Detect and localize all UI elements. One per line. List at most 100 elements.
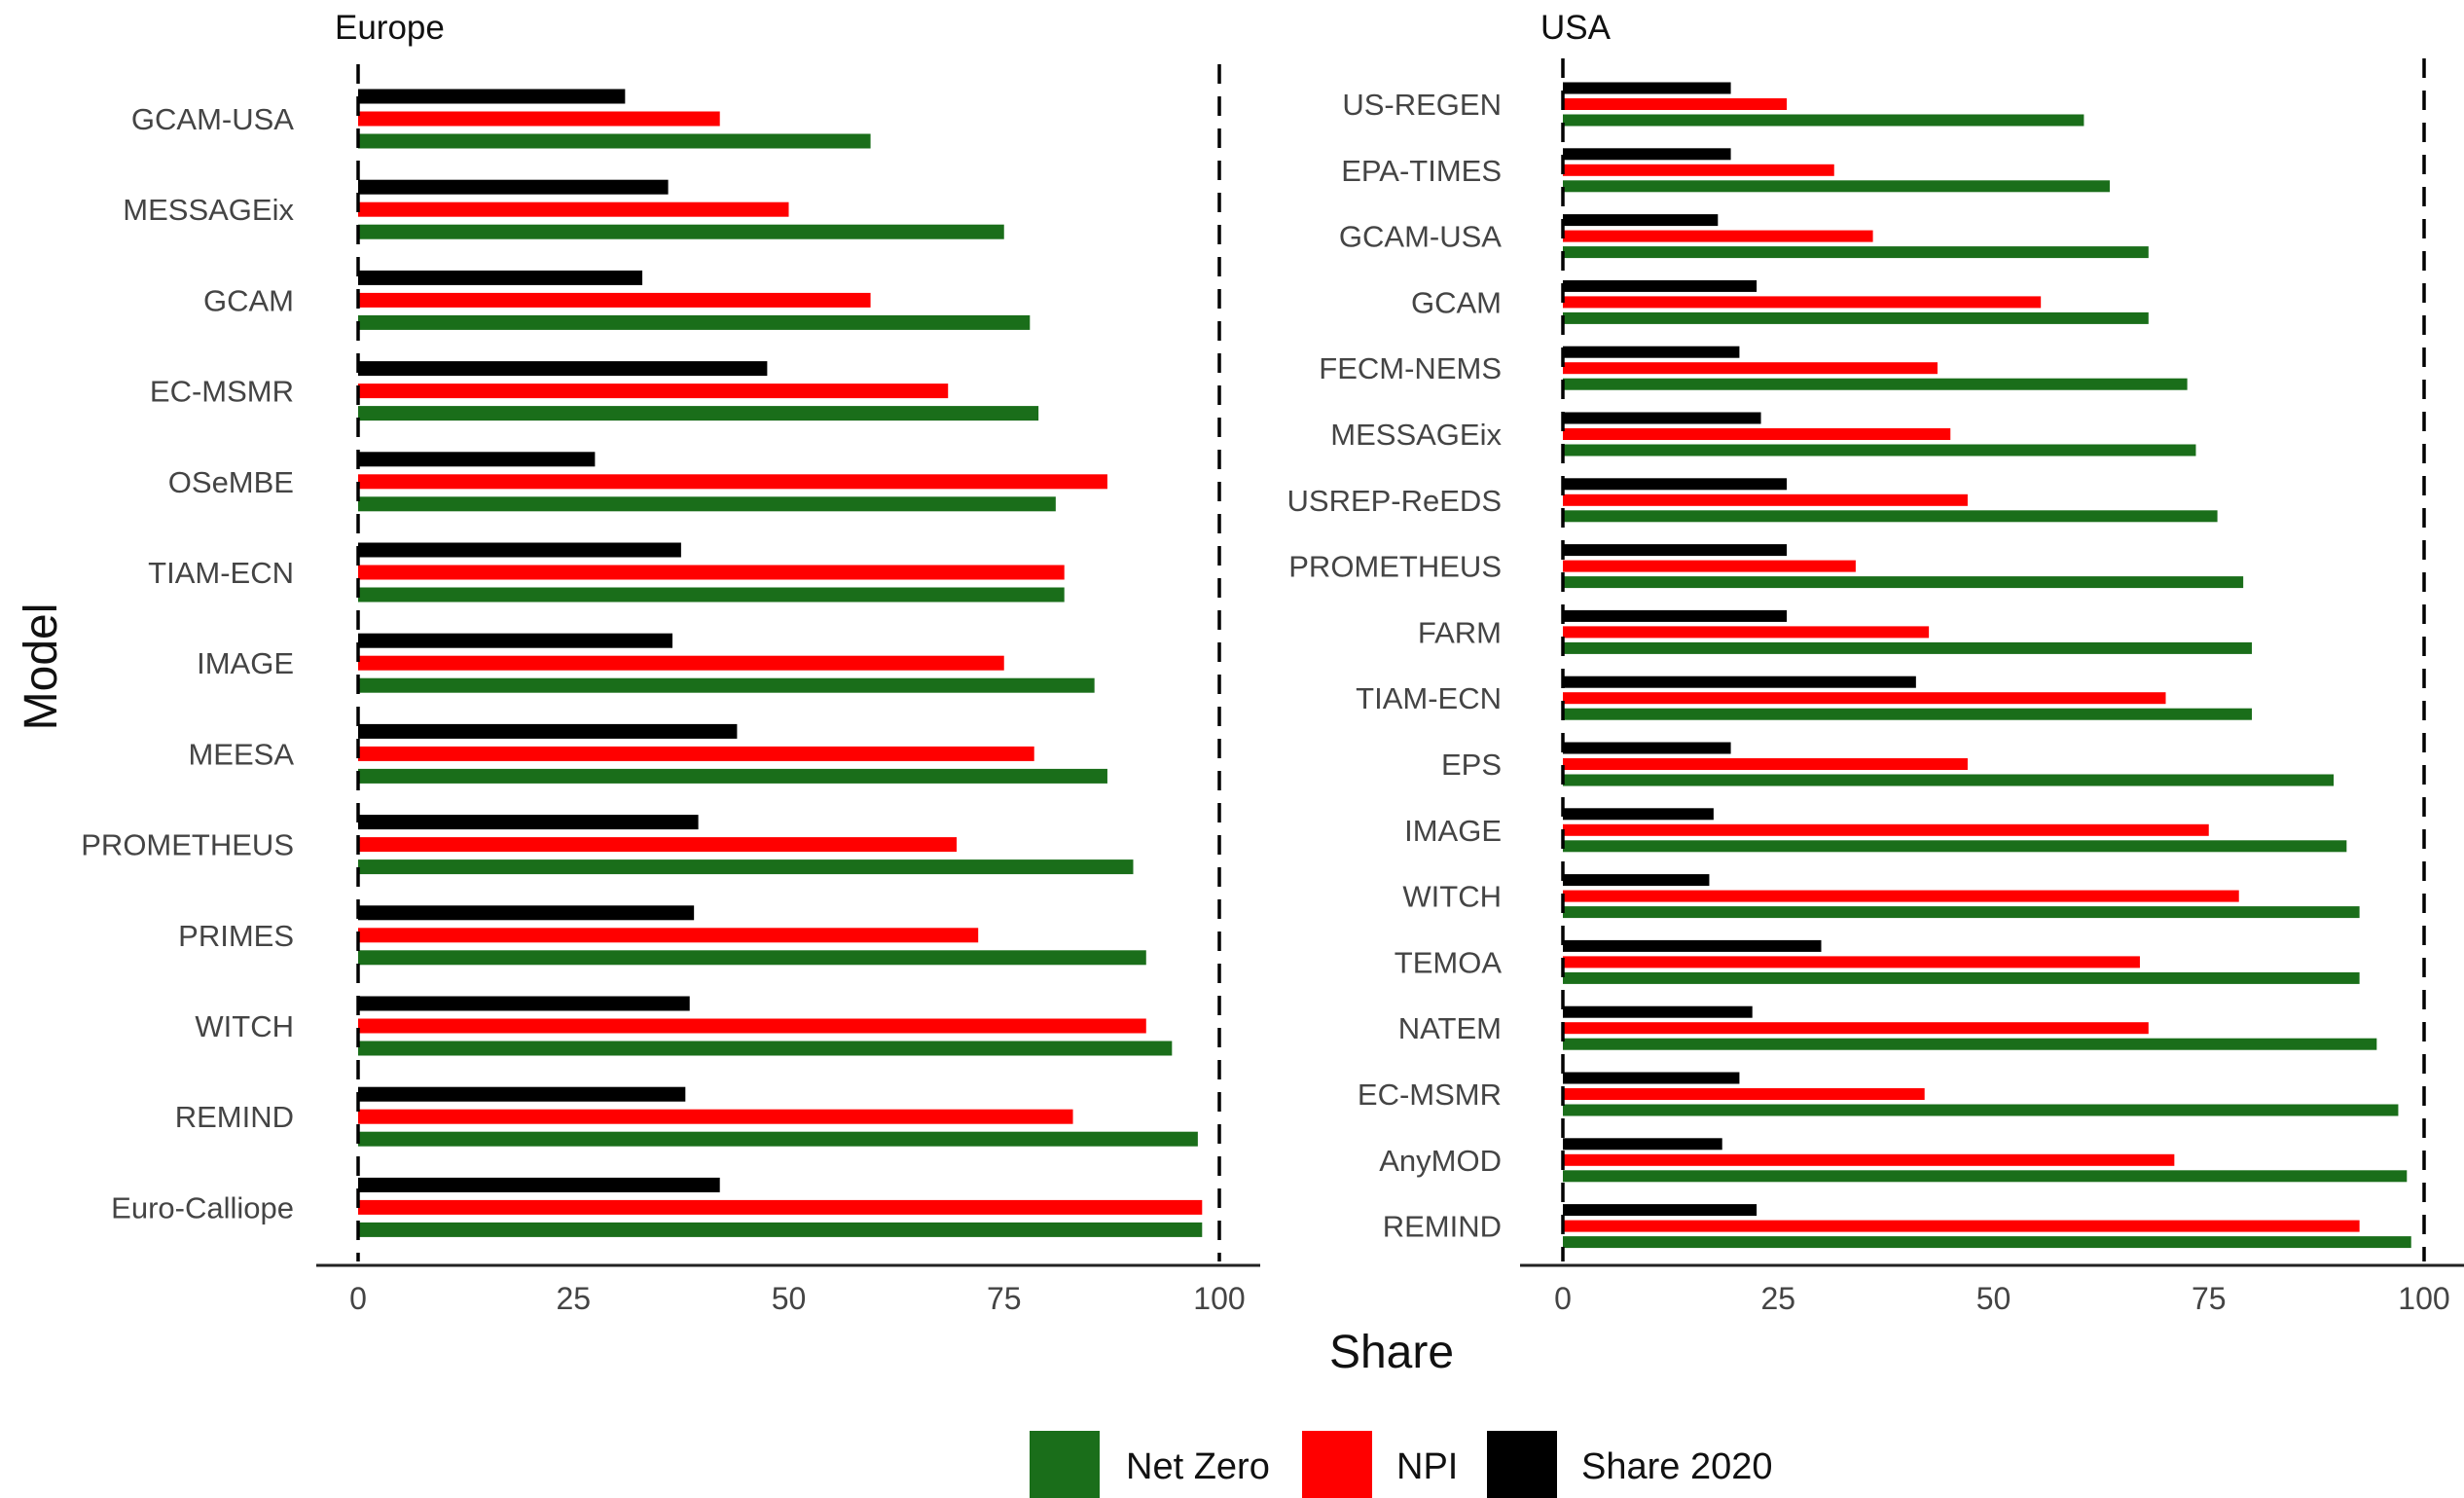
bar-europe-osembe-net-zero	[358, 496, 1056, 512]
bar-europe-euro-calliope-share-2020	[358, 1177, 720, 1192]
bar-usa-epa-times-npi	[1563, 164, 1834, 176]
x-tick-label-europe-0: 0	[349, 1281, 367, 1316]
category-label-usa-messageix: MESSAGEix	[1330, 418, 1502, 452]
bar-usa-eps-npi	[1563, 758, 1968, 770]
bar-usa-witch-share-2020	[1563, 874, 1710, 887]
category-label-europe-primes: PRIMES	[178, 919, 294, 953]
category-label-usa-fecm-nems: FECM-NEMS	[1319, 351, 1502, 385]
bar-usa-farm-net-zero	[1563, 641, 2252, 654]
bar-europe-osembe-npi	[358, 474, 1107, 490]
panel-title-usa: USA	[1540, 9, 1612, 47]
x-ticks-europe: 0 25 50 75 100	[349, 1281, 1246, 1316]
bar-usa-tiam-ecn-share-2020	[1563, 676, 1916, 688]
bar-usa-remind-share-2020	[1563, 1204, 1757, 1217]
bar-usa-remind-npi	[1563, 1220, 2360, 1232]
bar-europe-gcam-net-zero	[358, 314, 1031, 330]
reference-lines-europe	[356, 64, 1221, 1261]
bar-usa-gcam-usa-share-2020	[1563, 214, 1719, 227]
x-axis-title: Share	[1329, 1327, 1454, 1378]
bar-europe-gcam-share-2020	[358, 270, 643, 285]
category-label-europe-osembe: OSeMBE	[168, 465, 294, 499]
bar-usa-gcam-usa-npi	[1563, 230, 1873, 242]
bar-europe-tiam-ecn-npi	[358, 565, 1065, 580]
bar-usa-gcam-share-2020	[1563, 279, 1757, 292]
bar-usa-image-share-2020	[1563, 808, 1714, 821]
bar-europe-meesa-net-zero	[358, 768, 1107, 784]
bar-europe-remind-net-zero	[358, 1131, 1198, 1147]
y-axis-title: Model	[16, 603, 67, 731]
category-label-usa-natem: NATEM	[1398, 1011, 1502, 1045]
bar-usa-eps-share-2020	[1563, 742, 1731, 754]
bar-usa-prometheus-npi	[1563, 560, 1856, 572]
category-label-europe-messageix: MESSAGEix	[123, 193, 294, 227]
bar-europe-messageix-net-zero	[358, 224, 1004, 239]
bar-usa-messageix-net-zero	[1563, 444, 2196, 457]
bar-europe-witch-share-2020	[358, 996, 690, 1011]
category-label-europe-meesa: MEESA	[188, 737, 294, 771]
bar-usa-fecm-nems-net-zero	[1563, 378, 2188, 390]
bar-usa-anymod-share-2020	[1563, 1138, 1722, 1151]
x-ticks-usa: 0 25 50 75 100	[1554, 1281, 2450, 1316]
bar-europe-remind-npi	[358, 1109, 1073, 1124]
panel-usa: USA US-REGEN EPA-TIMES GCAM-USA GCAM FECM-NE…	[1287, 9, 2464, 1316]
x-tick-label-usa-100: 100	[2398, 1281, 2449, 1316]
category-label-usa-witch: WITCH	[1402, 880, 1502, 914]
category-label-europe-witch: WITCH	[195, 1009, 294, 1043]
bar-usa-fecm-nems-share-2020	[1563, 346, 1740, 358]
bar-europe-prometheus-net-zero	[358, 859, 1134, 875]
bar-europe-witch-net-zero	[358, 1041, 1173, 1056]
bar-usa-gcam-usa-net-zero	[1563, 246, 2149, 259]
x-tick-label-europe-25: 25	[556, 1281, 591, 1316]
bar-usa-usrep-reeds-npi	[1563, 493, 1968, 506]
bar-usa-tiam-ecn-npi	[1563, 692, 2166, 705]
bar-europe-remind-share-2020	[358, 1086, 686, 1102]
legend-label-net-zero: Net Zero	[1126, 1446, 1270, 1487]
x-tick-label-europe-100: 100	[1193, 1281, 1245, 1316]
bar-europe-primes-share-2020	[358, 905, 695, 921]
bar-usa-natem-net-zero	[1563, 1038, 2377, 1050]
category-label-usa-tiam-ecn: TIAM-ECN	[1356, 681, 1502, 715]
category-label-usa-us-regen: US-REGEN	[1342, 88, 1502, 122]
bar-europe-euro-calliope-npi	[358, 1199, 1203, 1215]
category-label-usa-gcam: GCAM	[1411, 285, 1502, 319]
bar-europe-image-net-zero	[358, 677, 1095, 693]
category-label-usa-epa-times: EPA-TIMES	[1341, 154, 1502, 188]
x-tick-label-usa-75: 75	[2192, 1281, 2227, 1316]
x-tick-label-europe-50: 50	[772, 1281, 807, 1316]
category-label-usa-anymod: AnyMOD	[1379, 1144, 1502, 1178]
bar-usa-usrep-reeds-share-2020	[1563, 478, 1788, 491]
bar-europe-witch-npi	[358, 1018, 1146, 1034]
bar-usa-gcam-net-zero	[1563, 311, 2149, 324]
bar-europe-gcam-usa-npi	[358, 111, 720, 127]
bar-europe-gcam-npi	[358, 292, 871, 308]
bar-usa-usrep-reeds-net-zero	[1563, 510, 2218, 523]
category-label-usa-remind: REMIND	[1383, 1210, 1502, 1244]
bar-usa-farm-share-2020	[1563, 609, 1788, 622]
bar-europe-osembe-share-2020	[358, 452, 596, 467]
category-label-europe-tiam-ecn: TIAM-ECN	[148, 556, 294, 590]
bar-europe-ec-msmr-net-zero	[358, 406, 1039, 421]
bar-usa-remind-net-zero	[1563, 1236, 2411, 1249]
bar-usa-fecm-nems-npi	[1563, 362, 1938, 375]
legend-swatch-npi	[1302, 1431, 1372, 1498]
bar-europe-meesa-npi	[358, 746, 1034, 761]
category-label-europe-prometheus: PROMETHEUS	[81, 828, 294, 862]
bar-usa-messageix-npi	[1563, 428, 1951, 440]
bar-europe-primes-net-zero	[358, 950, 1146, 966]
bar-europe-prometheus-npi	[358, 837, 958, 853]
bar-usa-epa-times-net-zero	[1563, 180, 2110, 193]
legend: Net Zero NPI Share 2020	[1030, 1431, 1773, 1498]
bar-usa-anymod-npi	[1563, 1153, 2175, 1166]
panel-europe: Europe GCAM-USA MESSAGEix GCAM EC-MSMR OSeMB…	[81, 9, 1260, 1316]
bar-usa-gcam-npi	[1563, 296, 2042, 309]
category-label-europe-ec-msmr: EC-MSMR	[150, 375, 294, 409]
bar-europe-messageix-share-2020	[358, 179, 669, 195]
bars-europe	[358, 89, 1203, 1237]
bar-europe-messageix-npi	[358, 201, 789, 217]
bar-usa-witch-npi	[1563, 890, 2239, 902]
legend-label-npi: NPI	[1396, 1446, 1458, 1487]
bar-usa-tiam-ecn-net-zero	[1563, 708, 2252, 720]
bar-europe-ec-msmr-npi	[358, 384, 949, 399]
category-label-usa-ec-msmr: EC-MSMR	[1358, 1078, 1502, 1112]
bar-usa-messageix-share-2020	[1563, 412, 1761, 424]
